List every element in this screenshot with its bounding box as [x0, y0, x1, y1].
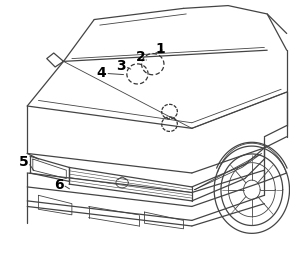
Text: 2: 2	[136, 50, 146, 64]
Text: 1: 1	[156, 42, 166, 56]
Text: 3: 3	[116, 59, 125, 73]
Text: 6: 6	[54, 178, 63, 192]
Text: 5: 5	[19, 155, 29, 169]
Text: 4: 4	[96, 66, 106, 80]
